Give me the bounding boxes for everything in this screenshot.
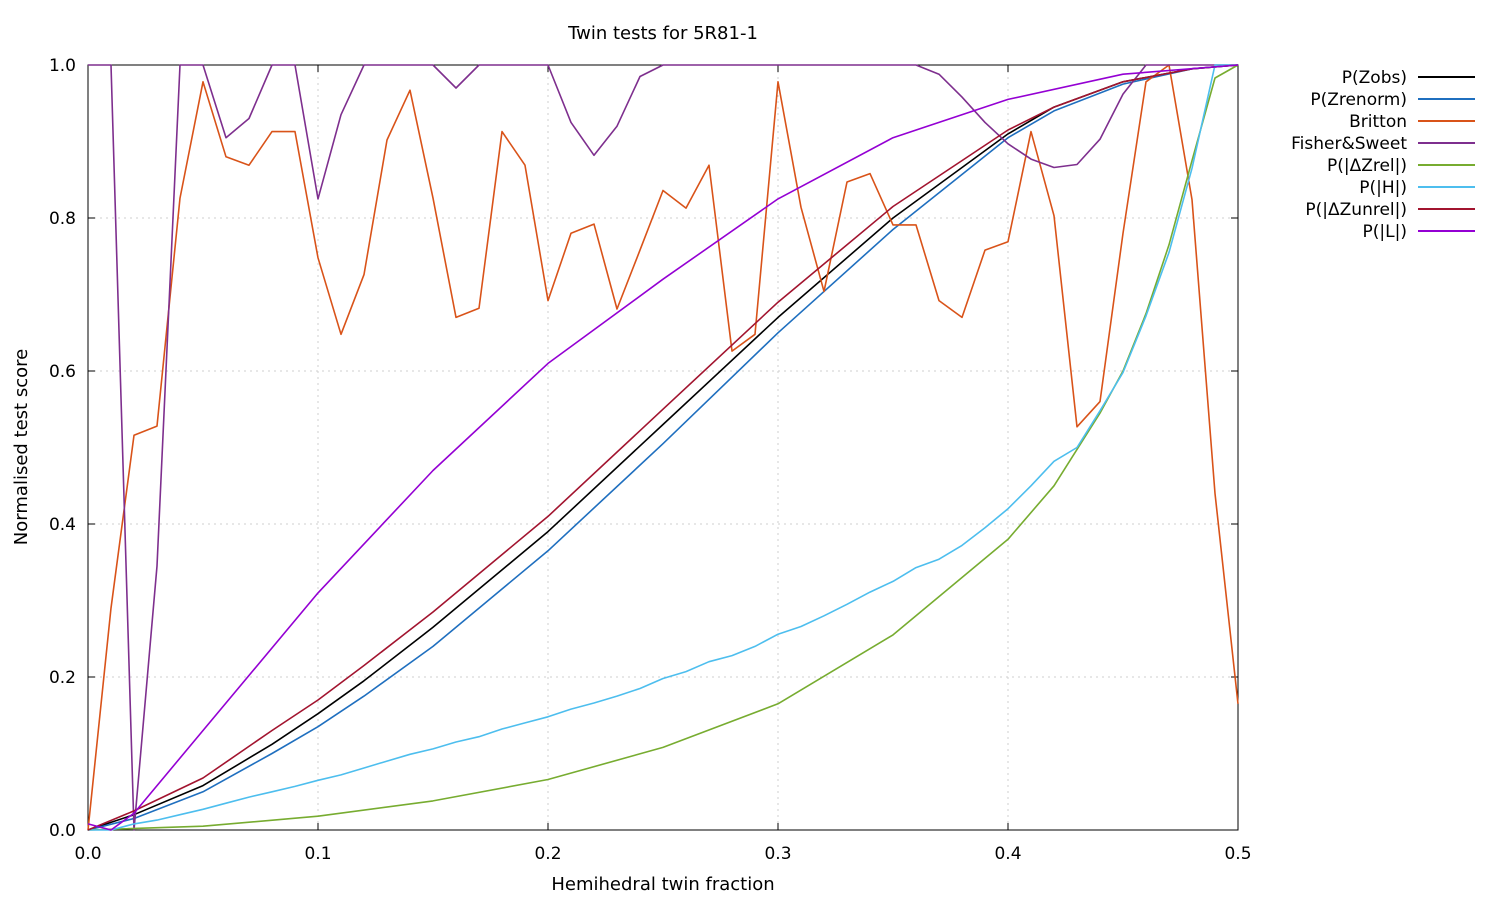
legend-label: P(|L|) (1363, 222, 1407, 242)
legend-label: P(|ΔZunrel|) (1305, 200, 1407, 220)
plot-frame (87, 64, 1239, 831)
series-layer (87, 64, 1239, 831)
x-tick-label: 0.0 (74, 844, 101, 864)
y-tick-label: 0.4 (49, 515, 76, 535)
series-line-p-zobs (87, 64, 1239, 831)
series-line-p-zunrel (87, 64, 1239, 831)
y-tick-label: 0.2 (49, 668, 76, 688)
x-axis-title: Hemihedral twin fraction (551, 874, 774, 895)
axis-ticks: 0.0 0.1 0.2 0.3 0.4 0.5 0.0 0.2 0.4 0.6 0.8 1.0 (49, 56, 1252, 864)
legend-label: Fisher&Sweet (1291, 134, 1407, 154)
y-tick-label: 1.0 (49, 56, 76, 76)
legend: P(Zobs)P(Zrenorm)BrittonFisher&SweetP(|Δ… (1291, 68, 1475, 242)
y-tick-label: 0.6 (49, 362, 76, 382)
legend-label: P(|ΔZrel|) (1327, 156, 1407, 176)
legend-label: Britton (1349, 112, 1407, 132)
x-tick-label: 0.5 (1224, 844, 1251, 864)
grid-lines (88, 65, 1238, 830)
legend-label: P(Zobs) (1342, 68, 1407, 88)
legend-label: P(Zrenorm) (1310, 90, 1407, 110)
chart-title: Twin tests for 5R81-1 (567, 23, 758, 44)
x-tick-label: 0.2 (534, 844, 561, 864)
legend-label: P(|H|) (1359, 178, 1407, 198)
series-line-p-zrenorm (87, 64, 1239, 831)
x-tick-label: 0.3 (764, 844, 791, 864)
y-axis-title: Normalised test score (11, 349, 32, 545)
series-line-britton (87, 64, 1239, 831)
x-tick-label: 0.4 (994, 844, 1021, 864)
series-line-p-l (87, 64, 1239, 831)
series-line-p-h (88, 64, 1238, 831)
y-tick-label: 0.8 (49, 209, 76, 229)
y-tick-label: 0.0 (49, 821, 76, 841)
x-tick-label: 0.1 (304, 844, 331, 864)
series-line-p-zrel (87, 64, 1239, 831)
series-line-fisher-sweet (88, 64, 1238, 831)
